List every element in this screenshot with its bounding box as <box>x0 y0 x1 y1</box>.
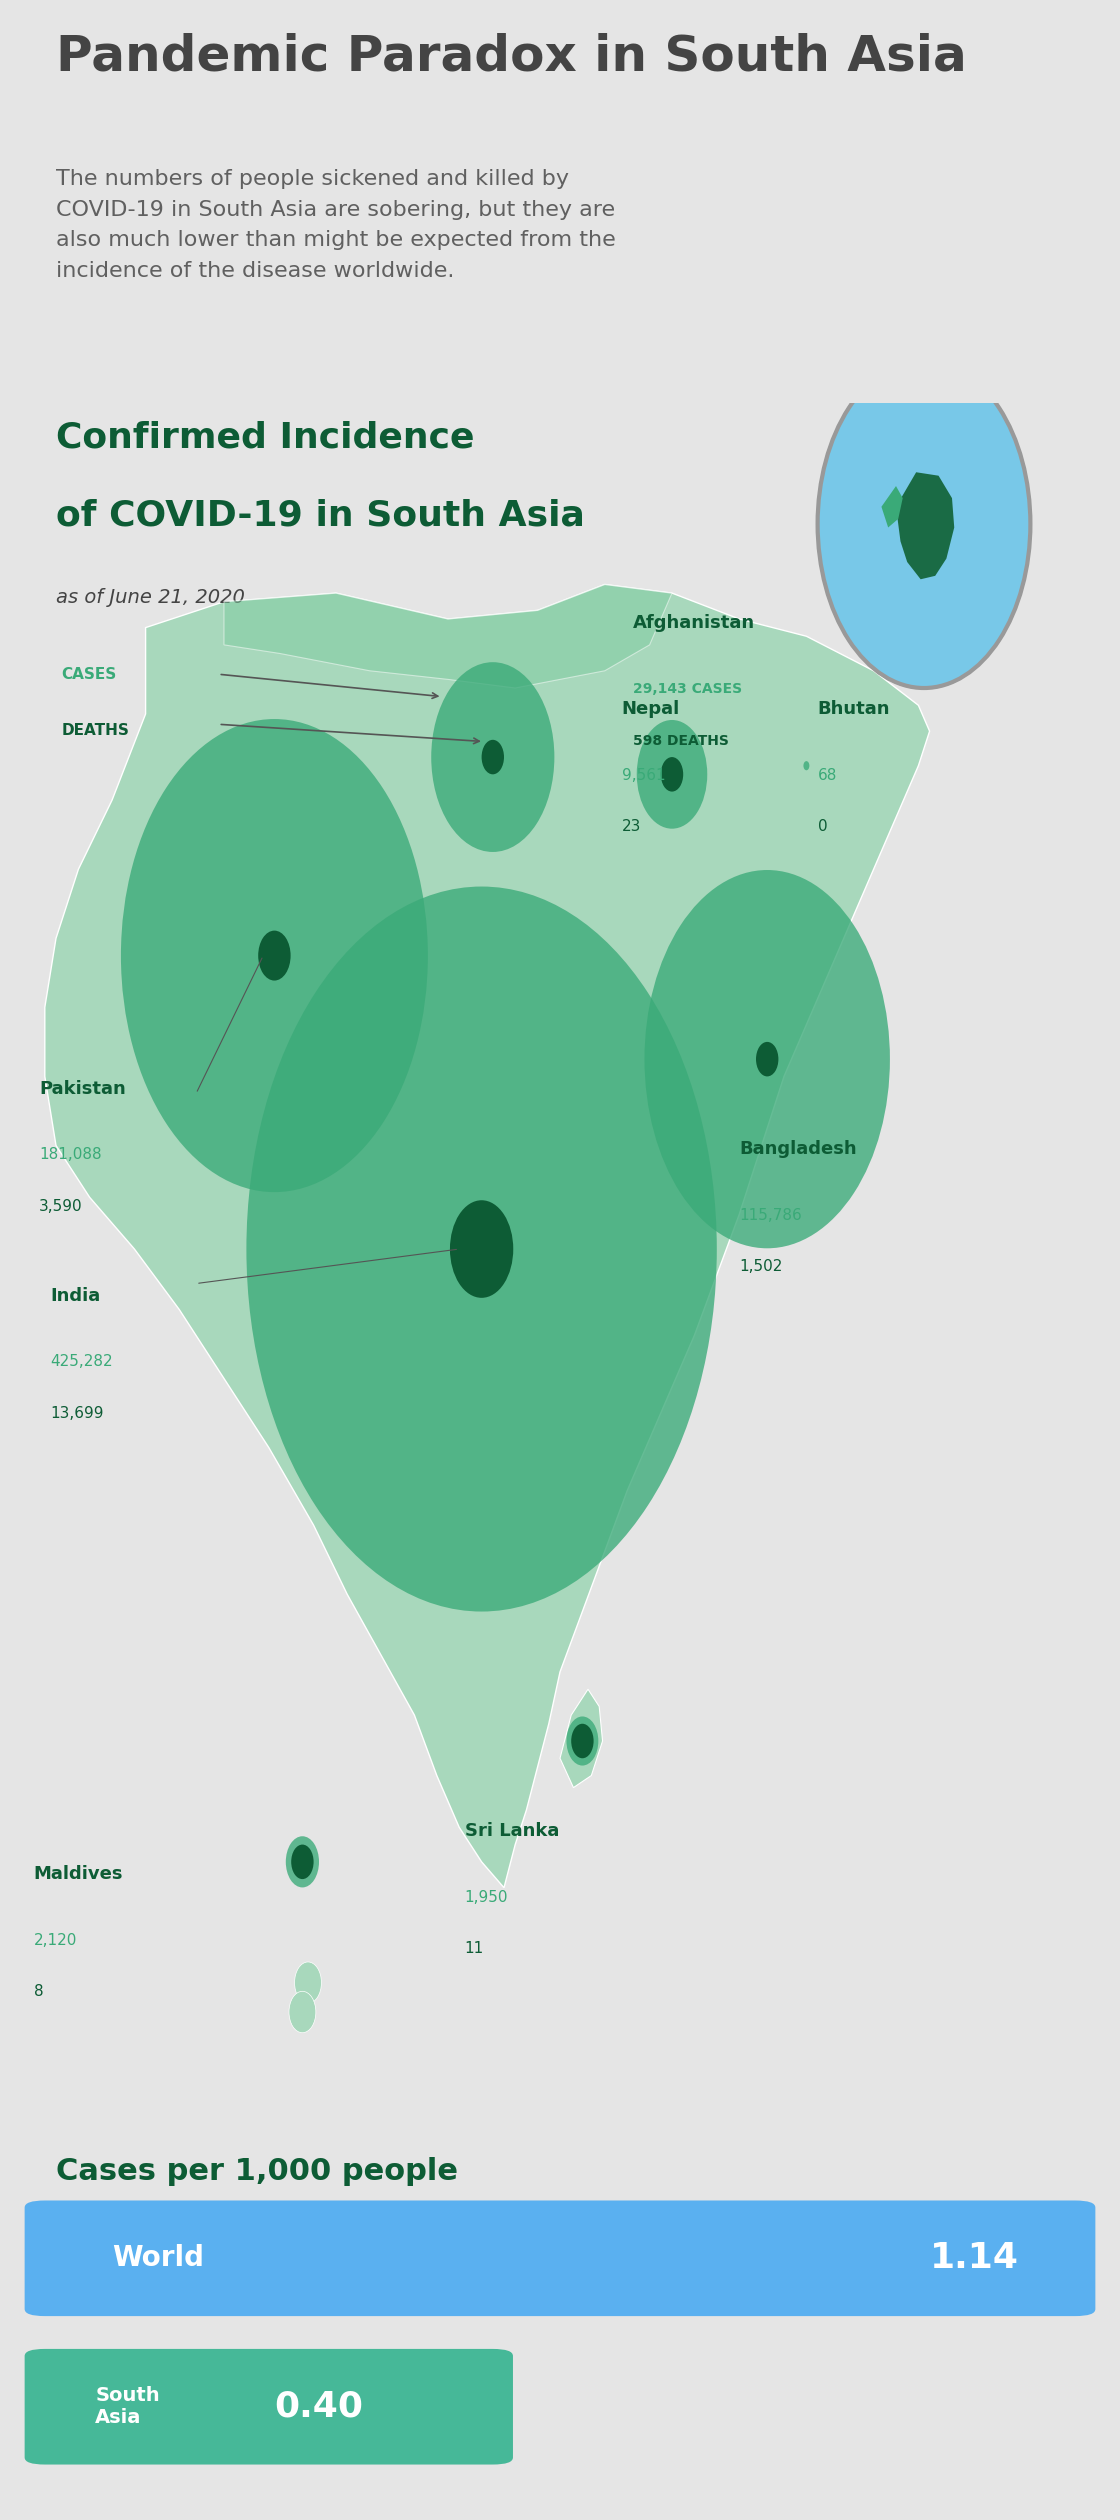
Text: Sri Lanka: Sri Lanka <box>465 1822 559 1840</box>
Circle shape <box>567 1716 598 1767</box>
Text: 1,502: 1,502 <box>739 1260 783 1275</box>
Circle shape <box>571 1724 594 1759</box>
Text: 23: 23 <box>622 819 641 834</box>
Text: 9,561: 9,561 <box>622 769 665 784</box>
Circle shape <box>295 1963 321 2003</box>
Polygon shape <box>560 1688 603 1787</box>
Text: 29,143 CASES: 29,143 CASES <box>633 683 741 696</box>
Text: Pakistan: Pakistan <box>39 1079 125 1099</box>
Text: Cases per 1,000 people: Cases per 1,000 people <box>56 2157 458 2185</box>
Text: The numbers of people sickened and killed by
COVID-19 in South Asia are sobering: The numbers of people sickened and kille… <box>56 169 616 280</box>
Circle shape <box>450 1200 513 1298</box>
Circle shape <box>661 756 683 791</box>
FancyBboxPatch shape <box>25 2349 513 2465</box>
FancyBboxPatch shape <box>25 2200 1095 2316</box>
Text: 598 DEATHS: 598 DEATHS <box>633 733 729 748</box>
Text: India: India <box>50 1288 101 1305</box>
Circle shape <box>289 1991 316 2034</box>
Text: as of June 21, 2020: as of June 21, 2020 <box>56 587 245 607</box>
Text: Confirmed Incidence: Confirmed Incidence <box>56 421 475 454</box>
Text: Bhutan: Bhutan <box>818 701 890 718</box>
Circle shape <box>431 663 554 852</box>
Circle shape <box>637 721 707 829</box>
Text: 1.14: 1.14 <box>931 2240 1019 2276</box>
Text: 0: 0 <box>818 819 828 834</box>
Text: South
Asia: South Asia <box>95 2386 160 2427</box>
Text: 11: 11 <box>465 1940 484 1956</box>
Text: Nepal: Nepal <box>622 701 680 718</box>
Circle shape <box>121 718 428 1192</box>
Text: 68: 68 <box>818 769 837 784</box>
Text: 2,120: 2,120 <box>34 1933 77 1948</box>
Polygon shape <box>896 471 954 580</box>
Text: Afghanistan: Afghanistan <box>633 612 755 633</box>
Circle shape <box>286 1837 319 1887</box>
Text: 13,699: 13,699 <box>50 1406 104 1421</box>
Circle shape <box>246 887 717 1613</box>
Circle shape <box>644 869 890 1247</box>
Text: 8: 8 <box>34 1983 44 1998</box>
Circle shape <box>803 761 810 771</box>
Circle shape <box>756 1041 778 1076</box>
Text: World: World <box>112 2245 204 2273</box>
Text: Bangladesh: Bangladesh <box>739 1139 857 1159</box>
Text: 115,786: 115,786 <box>739 1207 802 1222</box>
Text: 3,590: 3,590 <box>39 1200 83 1215</box>
Circle shape <box>291 1845 314 1880</box>
Circle shape <box>818 360 1030 688</box>
Text: 181,088: 181,088 <box>39 1147 102 1162</box>
Text: CASES: CASES <box>62 668 116 683</box>
Polygon shape <box>224 585 672 688</box>
Text: DEATHS: DEATHS <box>62 723 130 738</box>
Text: Maldives: Maldives <box>34 1865 123 1882</box>
Circle shape <box>482 741 504 774</box>
Text: 425,282: 425,282 <box>50 1353 113 1368</box>
Text: 1,950: 1,950 <box>465 1890 508 1905</box>
Text: Pandemic Paradox in South Asia: Pandemic Paradox in South Asia <box>56 33 967 81</box>
Polygon shape <box>45 585 930 1887</box>
Polygon shape <box>881 486 903 527</box>
Circle shape <box>259 930 290 980</box>
Text: 0.40: 0.40 <box>274 2389 364 2424</box>
Text: of COVID-19 in South Asia: of COVID-19 in South Asia <box>56 499 585 532</box>
